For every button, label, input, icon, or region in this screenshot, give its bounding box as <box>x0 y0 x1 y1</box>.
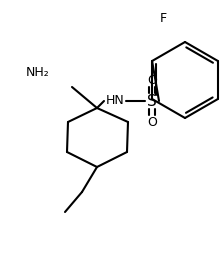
Text: F: F <box>159 12 167 25</box>
Text: O: O <box>147 116 157 129</box>
Text: O: O <box>147 73 157 86</box>
Text: NH₂: NH₂ <box>26 66 50 79</box>
Text: HN: HN <box>106 94 124 107</box>
Text: S: S <box>147 93 157 109</box>
